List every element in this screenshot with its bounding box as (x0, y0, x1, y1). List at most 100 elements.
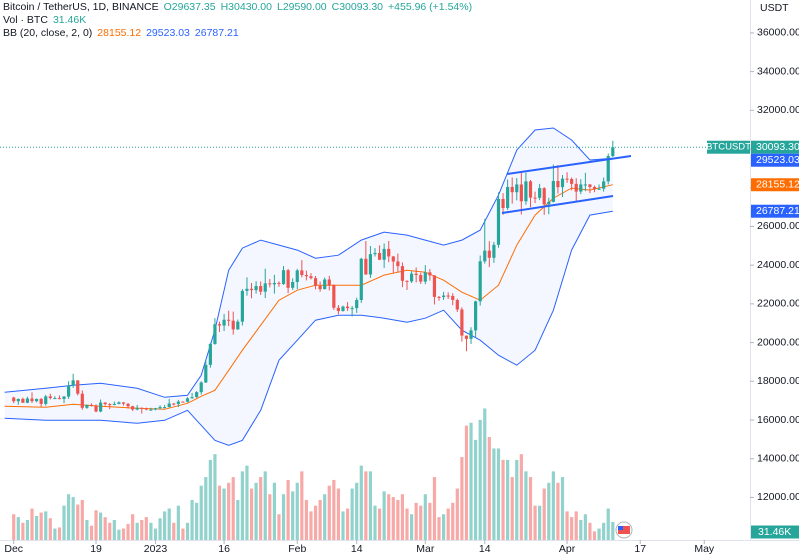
volume-bar (16, 517, 20, 540)
candle-body (76, 380, 80, 394)
volume-bar (492, 448, 496, 540)
candle-body (304, 275, 309, 277)
candle-body (409, 273, 414, 282)
x-tick-label: 16 (218, 543, 230, 555)
candle-body (332, 285, 336, 308)
plot (4, 127, 615, 540)
candle-body (163, 407, 167, 409)
price-marker-label: 29523.03 (756, 154, 799, 166)
bb-upper: 29523.03 (146, 27, 190, 39)
candle-body (428, 272, 432, 276)
candle-body (176, 401, 180, 404)
candle-body (483, 250, 487, 262)
bb-basis: 28155.12 (97, 27, 142, 39)
candle-body (538, 188, 542, 198)
volume-bar (30, 508, 34, 540)
price-marker-label: 26787.21 (756, 205, 799, 217)
volume-bar (437, 517, 441, 540)
candle-body (533, 197, 537, 199)
volume-bar (382, 491, 386, 540)
volume-bar (263, 471, 267, 540)
candle-body (213, 324, 217, 344)
volume-bar (222, 488, 226, 540)
symbol-tag-label: BTCUSDT (706, 142, 751, 153)
volume-bar (327, 485, 331, 540)
volume-bar (48, 518, 52, 540)
volume-bar (76, 504, 80, 540)
legend-bb: BB (20, close, 2, 0) 28155.12 29523.03 2… (3, 27, 239, 39)
x-tick-label: 14 (351, 543, 363, 555)
volume-bar (478, 419, 482, 540)
volume-bar (469, 422, 473, 540)
volume-bar (89, 525, 94, 540)
candle-body (185, 398, 190, 402)
candle-body (217, 324, 222, 326)
y-tick-label: 34000.00 (757, 65, 799, 77)
candle-body (437, 296, 441, 298)
candle-body (515, 184, 519, 193)
candle-body (355, 300, 359, 309)
bb-upper (4, 127, 613, 398)
candle-body (327, 279, 331, 286)
volume-bar (213, 454, 217, 540)
volume-bar (583, 514, 587, 540)
volume-bar (126, 523, 130, 540)
candle-body (588, 184, 592, 187)
candle-body (30, 398, 34, 402)
candle-body (560, 178, 565, 188)
volume-bar (332, 479, 336, 540)
volume-bar (524, 471, 528, 540)
candle-body (432, 275, 437, 297)
volume-bar (611, 522, 615, 540)
volume-bar (419, 505, 423, 540)
volume-bar (167, 508, 171, 540)
bb-title: BB (20, close, 2, 0) (3, 27, 93, 39)
candle-body (373, 252, 377, 255)
candle-body (377, 252, 382, 260)
volume-bar (474, 439, 478, 540)
volume-bar (355, 482, 359, 540)
candle-body (400, 266, 405, 281)
volume-bar (373, 505, 377, 540)
volume-bar (323, 494, 327, 540)
candle-body (140, 407, 144, 409)
volume-bar (304, 499, 309, 540)
price-marker (751, 178, 799, 192)
volume-bar (364, 471, 368, 540)
volume-bar (414, 502, 418, 540)
price-marker-label: 30093.30 (756, 141, 799, 153)
candle-body (570, 179, 574, 184)
volume-bar (25, 519, 30, 540)
y-tick-label: 26000.00 (757, 220, 799, 232)
candle-body (318, 285, 322, 290)
volume-bar (149, 522, 153, 540)
candle-body (181, 401, 185, 403)
volume-bar (291, 491, 295, 540)
volume-bar (496, 448, 501, 540)
x-tick-label: Feb (288, 543, 306, 555)
candle-body (387, 248, 391, 257)
candle-body (405, 280, 409, 282)
x-tick-label: 17 (634, 543, 646, 555)
volume-bar (336, 488, 341, 540)
candle-body (323, 279, 327, 290)
volume-bar (176, 505, 180, 540)
candle-body (121, 402, 126, 404)
flag-icon[interactable] (615, 521, 633, 539)
volume-bar (240, 471, 244, 540)
candle-body (469, 330, 473, 339)
candle-body (231, 320, 235, 330)
volume-bar (268, 494, 272, 540)
volume-bar (249, 488, 254, 540)
candle-body (460, 309, 464, 336)
candle-body (16, 398, 20, 402)
candle-body (382, 248, 386, 260)
candle-body (112, 403, 116, 405)
candle-body (309, 276, 313, 279)
volume-value: 31.46K (52, 14, 87, 26)
x-tick-label: 14 (479, 543, 491, 555)
candle-body (574, 183, 578, 192)
candle-body (496, 198, 501, 245)
